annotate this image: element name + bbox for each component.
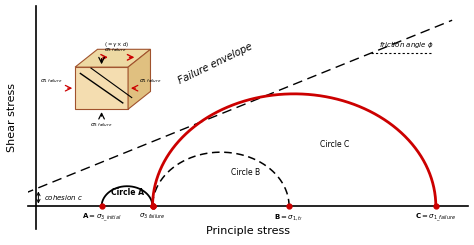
Text: cohesion $c$: cohesion $c$ xyxy=(44,193,83,202)
Text: $(= \gamma \times d)$: $(= \gamma \times d)$ xyxy=(104,40,128,49)
Y-axis label: Shear stress: Shear stress xyxy=(7,83,17,152)
Text: $\mathbf{C} = \sigma_{1\_failure}$: $\mathbf{C} = \sigma_{1\_failure}$ xyxy=(415,212,456,224)
Text: friction angle $\phi$: friction angle $\phi$ xyxy=(379,39,434,50)
Text: $\mathbf{A} = \sigma_{3\_initial}$: $\mathbf{A} = \sigma_{3\_initial}$ xyxy=(82,212,121,224)
Polygon shape xyxy=(75,67,128,109)
Text: Circle B: Circle B xyxy=(231,168,260,177)
Text: $\sigma_{3\ failure}$: $\sigma_{3\ failure}$ xyxy=(90,122,113,129)
Text: $\sigma_{1\ failure}$: $\sigma_{1\ failure}$ xyxy=(40,77,63,85)
X-axis label: Principle stress: Principle stress xyxy=(206,226,290,236)
Text: Circle A: Circle A xyxy=(110,188,144,197)
Text: $\sigma_{3\ failure}$: $\sigma_{3\ failure}$ xyxy=(104,46,126,54)
Polygon shape xyxy=(128,49,150,109)
Text: Failure envelope: Failure envelope xyxy=(177,42,255,86)
Text: $\sigma_{1\ failure}$: $\sigma_{1\ failure}$ xyxy=(139,77,162,85)
Text: $\sigma_{3\ failure}$: $\sigma_{3\ failure}$ xyxy=(139,212,166,221)
Polygon shape xyxy=(75,49,150,67)
Text: Circle C: Circle C xyxy=(320,140,349,149)
Text: $\mathbf{B} = \sigma_{1,t\prime}$: $\mathbf{B} = \sigma_{1,t\prime}$ xyxy=(274,212,304,222)
